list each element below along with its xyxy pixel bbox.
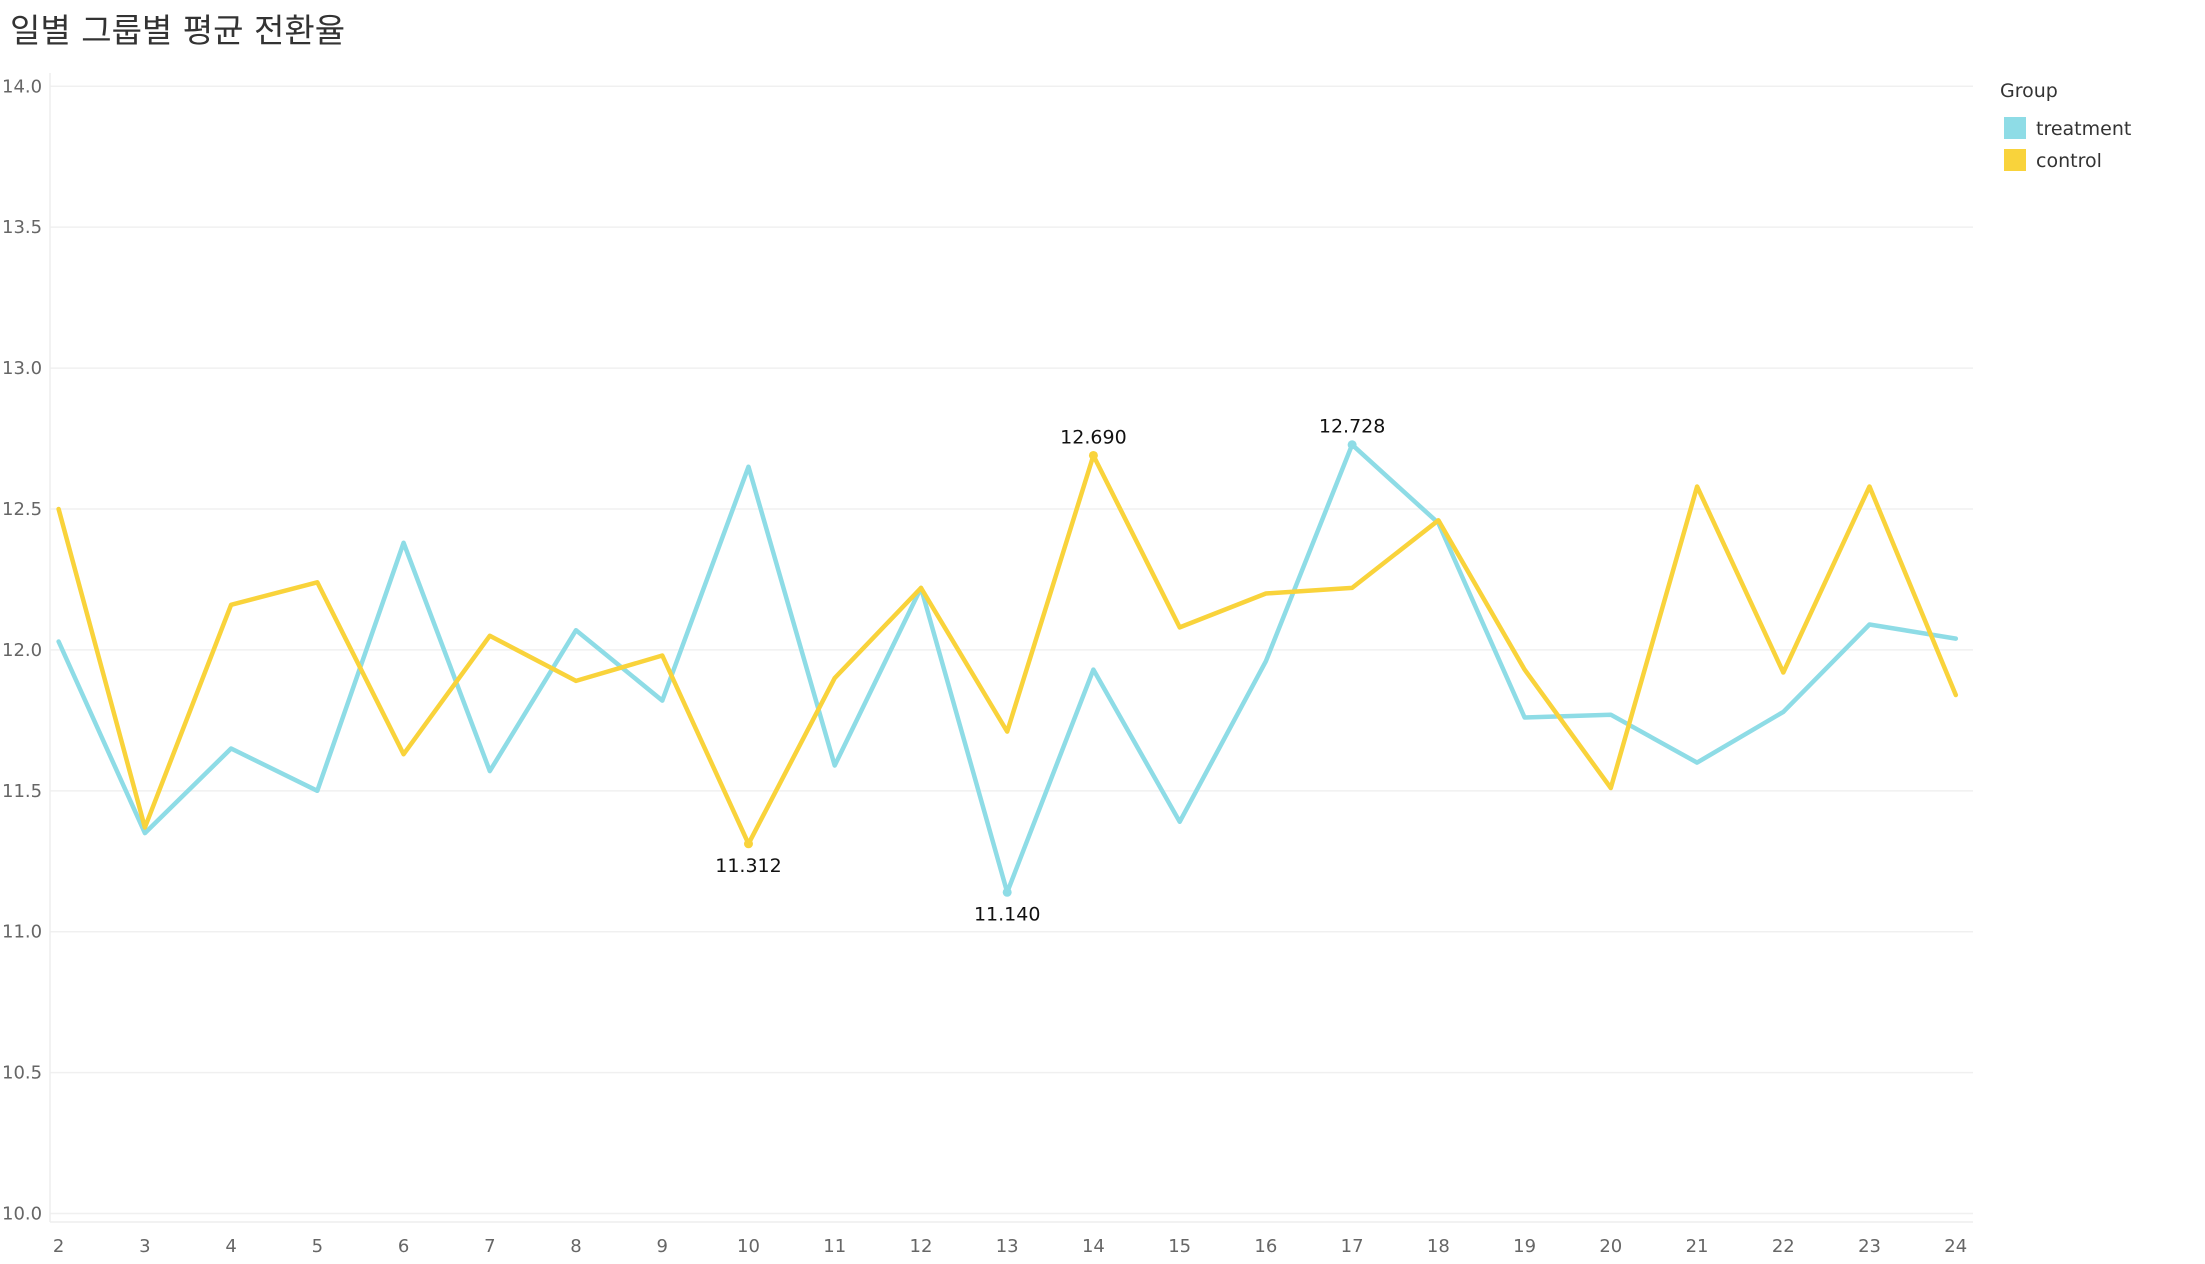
- y-tick-label: 10.0: [2, 1204, 42, 1225]
- series-line-control: [56, 453, 1959, 847]
- x-tick-label: 2: [53, 1236, 64, 1257]
- x-tick-label: 10: [737, 1236, 760, 1257]
- x-tick-label: 22: [1772, 1236, 1795, 1257]
- x-tick-label: 4: [225, 1236, 236, 1257]
- x-tick-label: 20: [1599, 1236, 1622, 1257]
- x-tick-label: 13: [996, 1236, 1019, 1257]
- y-tick-label: 14.0: [2, 76, 42, 97]
- grid-lines: [50, 85, 1973, 1215]
- legend-label-control[interactable]: control: [2036, 150, 2102, 172]
- x-tick-label: 6: [398, 1236, 409, 1257]
- series-lines: [56, 442, 1959, 895]
- chart-title: 일별 그룹별 평균 전환율: [10, 11, 346, 50]
- y-tick-label: 10.5: [2, 1063, 42, 1084]
- legend-title: Group: [2000, 80, 2058, 102]
- x-tick-label: 9: [657, 1236, 668, 1257]
- annotation-marker: [1347, 440, 1357, 450]
- annotation-marker: [1088, 450, 1098, 460]
- data-label: 11.312: [715, 855, 781, 877]
- annotation-marker: [743, 839, 753, 849]
- legend-swatch-control[interactable]: [2004, 149, 2026, 171]
- x-tick-label: 17: [1341, 1236, 1364, 1257]
- y-tick-label: 13.0: [2, 358, 42, 379]
- data-label: 12.690: [1060, 426, 1126, 448]
- x-tick-label: 11: [823, 1236, 846, 1257]
- x-tick-label: 14: [1082, 1236, 1105, 1257]
- x-tick-label: 5: [312, 1236, 323, 1257]
- x-tick-label: 23: [1858, 1236, 1881, 1257]
- x-tick-label: 15: [1168, 1236, 1191, 1257]
- legend-label-treatment[interactable]: treatment: [2036, 118, 2131, 140]
- y-tick-label: 11.5: [2, 781, 42, 802]
- x-tick-label: 21: [1686, 1236, 1709, 1257]
- legend-swatch-treatment[interactable]: [2004, 117, 2026, 139]
- annotation-marker: [1002, 887, 1012, 897]
- x-tick-label: 19: [1513, 1236, 1536, 1257]
- x-tick-label: 16: [1254, 1236, 1277, 1257]
- x-tick-label: 8: [570, 1236, 581, 1257]
- data-label: 12.728: [1319, 416, 1385, 438]
- y-tick-label: 12.0: [2, 640, 42, 661]
- y-tick-label: 11.0: [2, 922, 42, 943]
- y-tick-label: 13.5: [2, 217, 42, 238]
- legend[interactable]: Group treatment control: [2000, 80, 2131, 172]
- series-line-treatment: [56, 442, 1959, 895]
- y-tick-label: 12.5: [2, 499, 42, 520]
- data-label: 11.140: [974, 903, 1040, 925]
- x-tick-label: 18: [1427, 1236, 1450, 1257]
- data-labels: 11.312 11.140 12.690 12.728: [715, 416, 1385, 926]
- x-tick-label: 24: [1944, 1236, 1967, 1257]
- x-tick-label: 7: [484, 1236, 495, 1257]
- x-tick-label: 12: [910, 1236, 933, 1257]
- axes: 10.010.511.011.512.012.513.013.514.02 3 4 5…: [2, 73, 1973, 1257]
- x-tick-label: 3: [139, 1236, 150, 1257]
